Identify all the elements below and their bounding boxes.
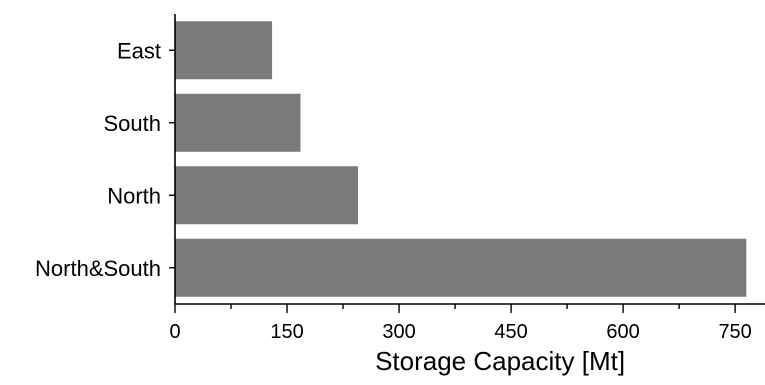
bar-north-south	[175, 238, 747, 297]
bar-south	[175, 93, 301, 152]
x-tick-label: 750	[718, 321, 751, 343]
category-label: East	[117, 38, 161, 63]
category-label: North	[107, 183, 161, 208]
x-axis-title: Storage Capacity [Mt]	[375, 346, 625, 376]
x-tick-label: 150	[270, 321, 303, 343]
x-tick-label: 0	[169, 321, 180, 343]
x-tick-label: 450	[494, 321, 527, 343]
category-labels: East South North North&South	[35, 38, 175, 281]
x-tick-label: 600	[606, 321, 639, 343]
bars-group	[175, 21, 747, 297]
bar-north	[175, 166, 358, 225]
bar-east	[175, 21, 273, 80]
category-label: South	[104, 111, 162, 136]
category-label: North&South	[35, 256, 161, 281]
x-tick-label: 300	[382, 321, 415, 343]
x-ticks: 0 150 300 450 600 750	[169, 304, 752, 343]
